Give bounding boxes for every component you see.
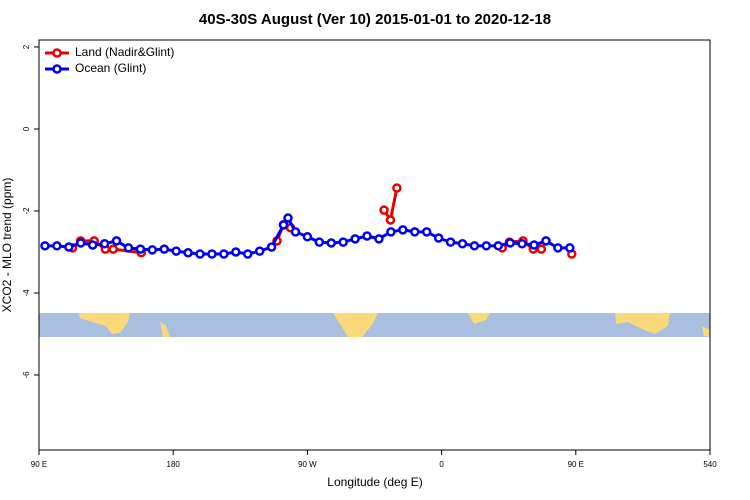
point [99,239,110,249]
point [123,243,134,253]
legend-marker [52,64,62,74]
point [374,234,384,244]
series-line [44,214,570,256]
point [457,239,468,249]
point [76,238,86,248]
point [243,249,253,259]
point [392,183,402,193]
point [398,225,408,235]
point [254,246,265,256]
point [386,227,396,237]
chart-title: 40S-30S August (Ver 10) 2015-01-01 to 20… [199,11,551,28]
point [553,243,563,253]
point [529,240,539,250]
point [159,244,170,254]
x-tick-label: 180 [167,460,181,469]
point [207,249,217,259]
x-tick-label: 90 W [298,460,317,469]
y-tick-label: -6 [22,371,31,379]
point [505,238,515,248]
point [219,249,229,259]
point [135,244,146,254]
point [469,241,480,251]
y-tick-label: -2 [22,207,31,215]
x-tick-label: 90 E [568,460,584,469]
legend-label: Ocean (Glint) [75,61,146,75]
point [362,231,372,241]
y-axis-label: XCO2 - MLO trend (ppm) [0,178,14,313]
point [231,247,241,257]
point [52,241,62,251]
point [493,241,504,251]
point [421,227,432,237]
point [147,245,158,255]
x-axis-label: Longitude (deg E) [327,475,422,489]
point [108,244,119,254]
legend-label: Land (Nadir&Glint) [75,45,174,59]
point [517,239,527,249]
point [111,236,122,246]
point [290,227,301,237]
point [87,240,98,250]
point [385,215,396,225]
point [410,227,420,237]
point [433,233,444,243]
point [536,244,547,254]
x-tick-label: 0 [439,460,444,469]
x-tick-label: 90 E [31,460,47,469]
y-tick-label: 2 [22,44,31,49]
plot-frame [38,39,711,451]
point [481,241,492,251]
point [195,249,205,259]
point [379,205,389,215]
point [283,213,293,223]
map-strip [39,313,710,337]
point [350,234,360,244]
point [338,237,348,247]
x-tick-label: 540 [703,460,717,469]
point [278,220,289,230]
point [541,236,551,246]
point [445,237,456,247]
legend-marker [52,48,62,58]
point [314,237,325,247]
point [326,238,337,248]
point [302,232,313,242]
y-tick-label: 0 [22,126,31,131]
point [40,241,50,251]
point [171,246,181,256]
point [64,242,74,252]
point [266,242,277,252]
y-tick-label: -4 [22,289,31,297]
point [565,243,575,253]
point [183,248,193,258]
